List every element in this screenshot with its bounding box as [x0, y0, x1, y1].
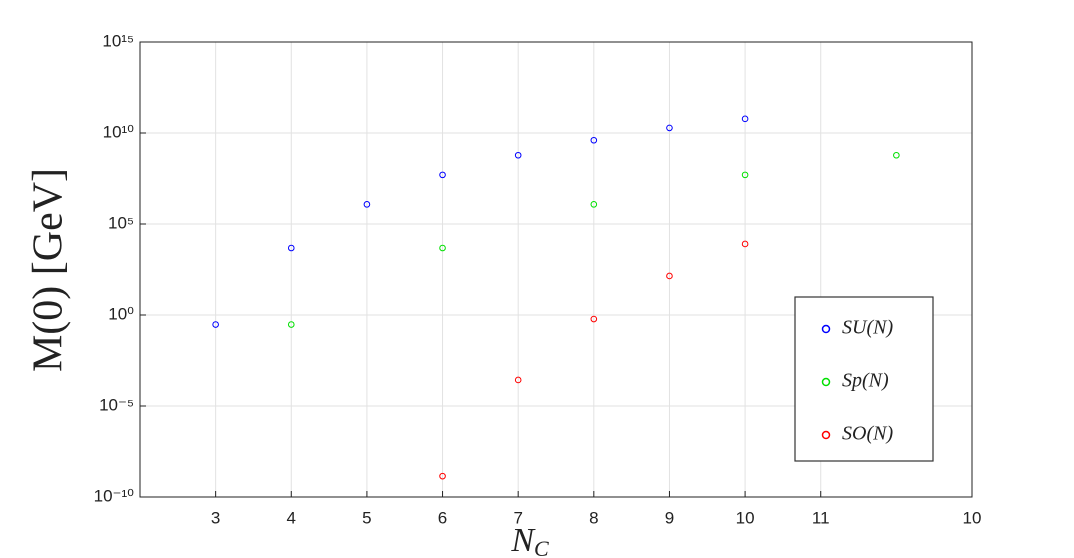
- y-tick-label: 10⁰: [108, 304, 134, 323]
- x-tick-label: 5: [362, 508, 371, 527]
- x-tick-label: 6: [438, 508, 447, 527]
- x-tick-label: 7: [513, 508, 522, 527]
- point: [741, 171, 749, 179]
- point: [439, 472, 446, 480]
- x-tick-label: 11: [812, 508, 830, 527]
- legend-label: SO(N): [842, 423, 893, 445]
- plot-frame: [139, 41, 973, 498]
- legend-marker: [821, 430, 831, 440]
- legend-label: Sp(N): [842, 370, 889, 392]
- x-axis-label-sub: C: [534, 536, 549, 558]
- point: [893, 151, 900, 159]
- point: [514, 376, 522, 384]
- x-tick-label: 3: [211, 508, 220, 527]
- x-tick-label: 4: [287, 508, 296, 527]
- x-tick-label: 10: [736, 508, 755, 527]
- x-tick-label: 8: [589, 508, 598, 527]
- point: [212, 321, 219, 328]
- point: [287, 321, 295, 328]
- x-axis-label: NC: [510, 522, 549, 558]
- point: [590, 136, 598, 144]
- point: [287, 244, 295, 252]
- x-axis-label-base: N: [510, 522, 536, 558]
- point: [439, 171, 446, 179]
- legend-box: [794, 296, 934, 462]
- point: [363, 201, 371, 208]
- y-tick-label: 10¹⁰: [103, 122, 135, 141]
- point: [666, 124, 673, 132]
- point: [514, 151, 522, 159]
- point: [590, 201, 598, 208]
- x-tick-label: 10: [963, 508, 982, 527]
- legend-label: SU(N): [842, 317, 893, 339]
- y-axis-label: M(0) [GeV]: [26, 168, 72, 372]
- y-tick-label: 10⁻¹⁰: [94, 486, 135, 505]
- x-tick-label: 9: [665, 508, 674, 527]
- point: [590, 315, 598, 323]
- legend-marker: [821, 324, 831, 334]
- point: [741, 115, 749, 123]
- point: [439, 244, 446, 252]
- y-tick-label: 10⁻⁵: [99, 395, 134, 414]
- legend-marker: [821, 377, 831, 387]
- point: [666, 272, 673, 280]
- y-tick-label: 10⁵: [108, 213, 134, 232]
- y-tick-label: 10¹⁵: [102, 31, 134, 50]
- point: [741, 240, 749, 248]
